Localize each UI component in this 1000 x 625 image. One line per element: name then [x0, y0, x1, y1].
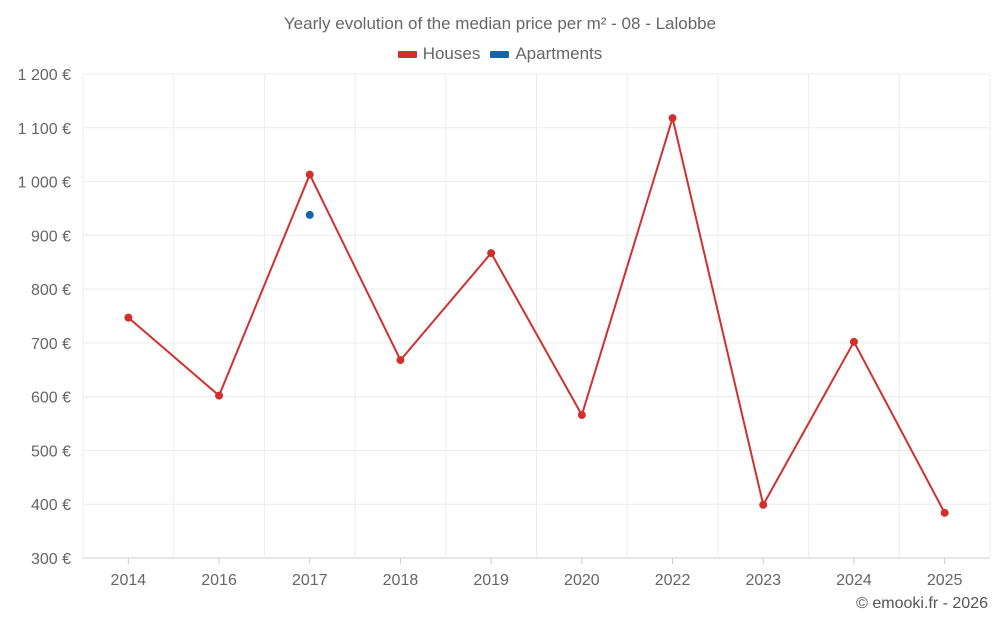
y-tick-label: 500 € — [31, 443, 71, 460]
x-tick-label: 2019 — [473, 572, 509, 589]
y-tick-label: 800 € — [31, 282, 71, 299]
legend: Houses Apartments — [0, 44, 1000, 64]
y-tick-label: 400 € — [31, 497, 71, 514]
x-tick-label: 2014 — [111, 572, 147, 589]
x-tick-label: 2020 — [564, 572, 600, 589]
data-point-houses[interactable] — [396, 356, 405, 365]
data-point-houses[interactable] — [759, 500, 768, 509]
y-tick-label: 900 € — [31, 228, 71, 245]
x-tick-label: 2017 — [292, 572, 328, 589]
data-point-houses[interactable] — [849, 337, 858, 346]
y-tick-label: 300 € — [31, 551, 71, 568]
x-tick-label: 2024 — [836, 572, 872, 589]
data-point-houses[interactable] — [305, 170, 314, 179]
y-tick-label: 700 € — [31, 336, 71, 353]
data-point-apartments[interactable] — [305, 210, 314, 219]
legend-label-houses: Houses — [422, 44, 481, 63]
y-tick-label: 1 000 € — [18, 175, 71, 192]
x-tick-label: 2023 — [745, 572, 781, 589]
data-point-houses[interactable] — [215, 391, 224, 400]
chart-title: Yearly evolution of the median price per… — [283, 14, 717, 33]
data-point-houses[interactable] — [487, 249, 496, 258]
x-tick-label: 2016 — [201, 572, 237, 589]
data-point-houses[interactable] — [668, 114, 677, 123]
data-point-houses[interactable] — [577, 410, 586, 419]
y-tick-label: 1 100 € — [18, 121, 71, 138]
y-tick-label: 1 200 € — [18, 67, 71, 84]
legend-item-houses[interactable]: Houses — [397, 44, 481, 64]
legend-label-apartments: Apartments — [515, 44, 603, 63]
legend-swatch-houses — [397, 50, 417, 58]
x-tick-label: 2018 — [383, 572, 419, 589]
legend-swatch-apartments — [490, 50, 510, 58]
series-line-houses — [127, 117, 946, 514]
data-point-houses[interactable] — [940, 508, 949, 517]
data-point-houses[interactable] — [124, 313, 133, 322]
x-tick-label: 2022 — [655, 572, 691, 589]
legend-item-apartments[interactable]: Apartments — [490, 44, 602, 64]
x-tick-label: 2025 — [927, 572, 963, 589]
y-tick-label: 600 € — [31, 390, 71, 407]
copyright: © emooki.fr - 2026 — [856, 595, 988, 612]
